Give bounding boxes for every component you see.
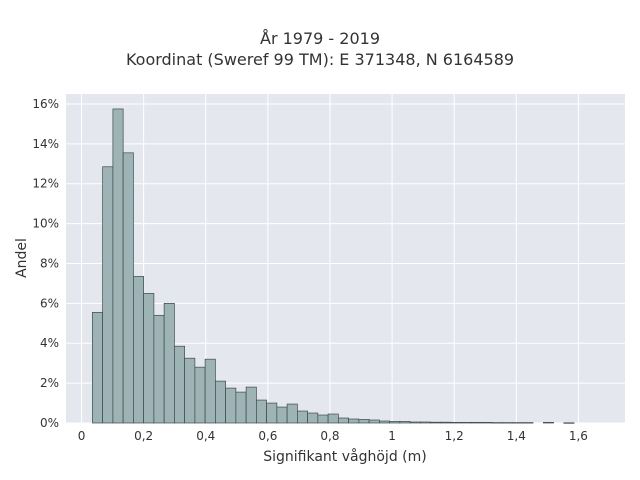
x-tick-label: 0,2 bbox=[134, 429, 153, 443]
histogram-bar bbox=[297, 410, 308, 424]
x-tick-label: 0,4 bbox=[196, 429, 215, 443]
histogram-bar bbox=[133, 276, 144, 424]
histogram-bar bbox=[266, 402, 278, 424]
histogram-bar bbox=[389, 421, 401, 424]
histogram-bar bbox=[460, 422, 472, 424]
histogram-bar bbox=[501, 422, 513, 424]
histogram-bar bbox=[194, 366, 206, 424]
histogram-bar bbox=[348, 418, 360, 424]
bars bbox=[92, 108, 575, 424]
histogram-bar bbox=[522, 422, 534, 424]
x-tick-label: 0 bbox=[78, 429, 86, 443]
histogram-bar bbox=[184, 357, 196, 424]
x-axis-ticks: 0 0,2 0,4 0,6 0,8 1 1,2 1,4 1,6 bbox=[78, 429, 588, 443]
histogram-bar bbox=[542, 422, 554, 424]
histogram-bar bbox=[286, 403, 298, 424]
histogram-bar bbox=[440, 421, 452, 424]
histogram-bar bbox=[92, 311, 103, 424]
chart-title-line-1: År 1979 - 2019 bbox=[260, 29, 380, 48]
chart-title: År 1979 - 2019 Koordinat (Sweref 99 TM):… bbox=[0, 28, 640, 70]
histogram-bar bbox=[153, 314, 165, 424]
y-tick-label: 4% bbox=[40, 336, 59, 350]
histogram-bar bbox=[204, 358, 216, 424]
y-tick-label: 16% bbox=[32, 97, 59, 111]
y-tick-label: 14% bbox=[32, 137, 59, 151]
y-tick-label: 10% bbox=[32, 217, 59, 231]
y-tick-label: 12% bbox=[32, 177, 59, 191]
histogram-bar bbox=[358, 419, 370, 424]
histogram-bar bbox=[327, 413, 339, 424]
x-tick-label: 0,6 bbox=[258, 429, 277, 443]
histogram-bar bbox=[317, 414, 329, 424]
histogram-bar bbox=[430, 421, 442, 424]
x-tick-label: 0,8 bbox=[320, 429, 339, 443]
histogram-bar bbox=[563, 422, 575, 424]
x-axis-label: Signifikant våghöjd (m) bbox=[263, 448, 426, 465]
histogram-bar bbox=[512, 422, 524, 424]
y-axis-ticks: 0% 2% 4% 6% 8% 10% 12% 14% 16% bbox=[32, 97, 59, 430]
histogram-bar bbox=[112, 108, 124, 424]
histogram-bar bbox=[471, 422, 483, 424]
histogram-bar bbox=[491, 422, 503, 424]
x-tick-label: 1,4 bbox=[507, 429, 526, 443]
histogram-bar bbox=[399, 421, 411, 424]
y-axis-label: Andel bbox=[14, 238, 30, 278]
histogram-bar bbox=[379, 420, 390, 424]
y-tick-label: 2% bbox=[40, 376, 59, 390]
histogram-bar bbox=[235, 391, 247, 424]
histogram-bar bbox=[338, 417, 349, 424]
histogram-bar bbox=[163, 303, 175, 424]
histogram-bar bbox=[256, 399, 267, 424]
histogram-bar bbox=[215, 380, 226, 424]
y-tick-label: 0% bbox=[40, 416, 59, 430]
histogram-bar bbox=[450, 422, 462, 424]
histogram-bar bbox=[143, 293, 155, 424]
x-tick-label: 1,6 bbox=[569, 429, 588, 443]
histogram-bar bbox=[225, 387, 237, 424]
histogram-bar bbox=[409, 421, 421, 424]
histogram-bar bbox=[245, 386, 257, 424]
histogram-bar bbox=[419, 421, 431, 424]
histogram-bar bbox=[174, 345, 185, 424]
y-tick-label: 8% bbox=[40, 256, 59, 270]
y-tick-label: 6% bbox=[40, 296, 59, 310]
chart-title-line-2: Koordinat (Sweref 99 TM): E 371348, N 61… bbox=[125, 50, 515, 69]
histogram-bar bbox=[307, 412, 319, 424]
histogram-bar bbox=[102, 166, 114, 424]
histogram-bar bbox=[368, 419, 380, 424]
x-tick-label: 1,2 bbox=[445, 429, 464, 443]
histogram-bar bbox=[481, 422, 493, 424]
histogram-bar bbox=[276, 406, 288, 424]
x-tick-label: 1 bbox=[388, 429, 396, 443]
histogram-bar bbox=[122, 152, 134, 424]
